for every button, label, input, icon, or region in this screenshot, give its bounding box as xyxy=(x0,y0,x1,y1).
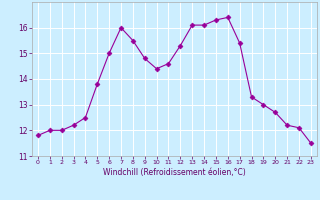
X-axis label: Windchill (Refroidissement éolien,°C): Windchill (Refroidissement éolien,°C) xyxy=(103,168,246,177)
